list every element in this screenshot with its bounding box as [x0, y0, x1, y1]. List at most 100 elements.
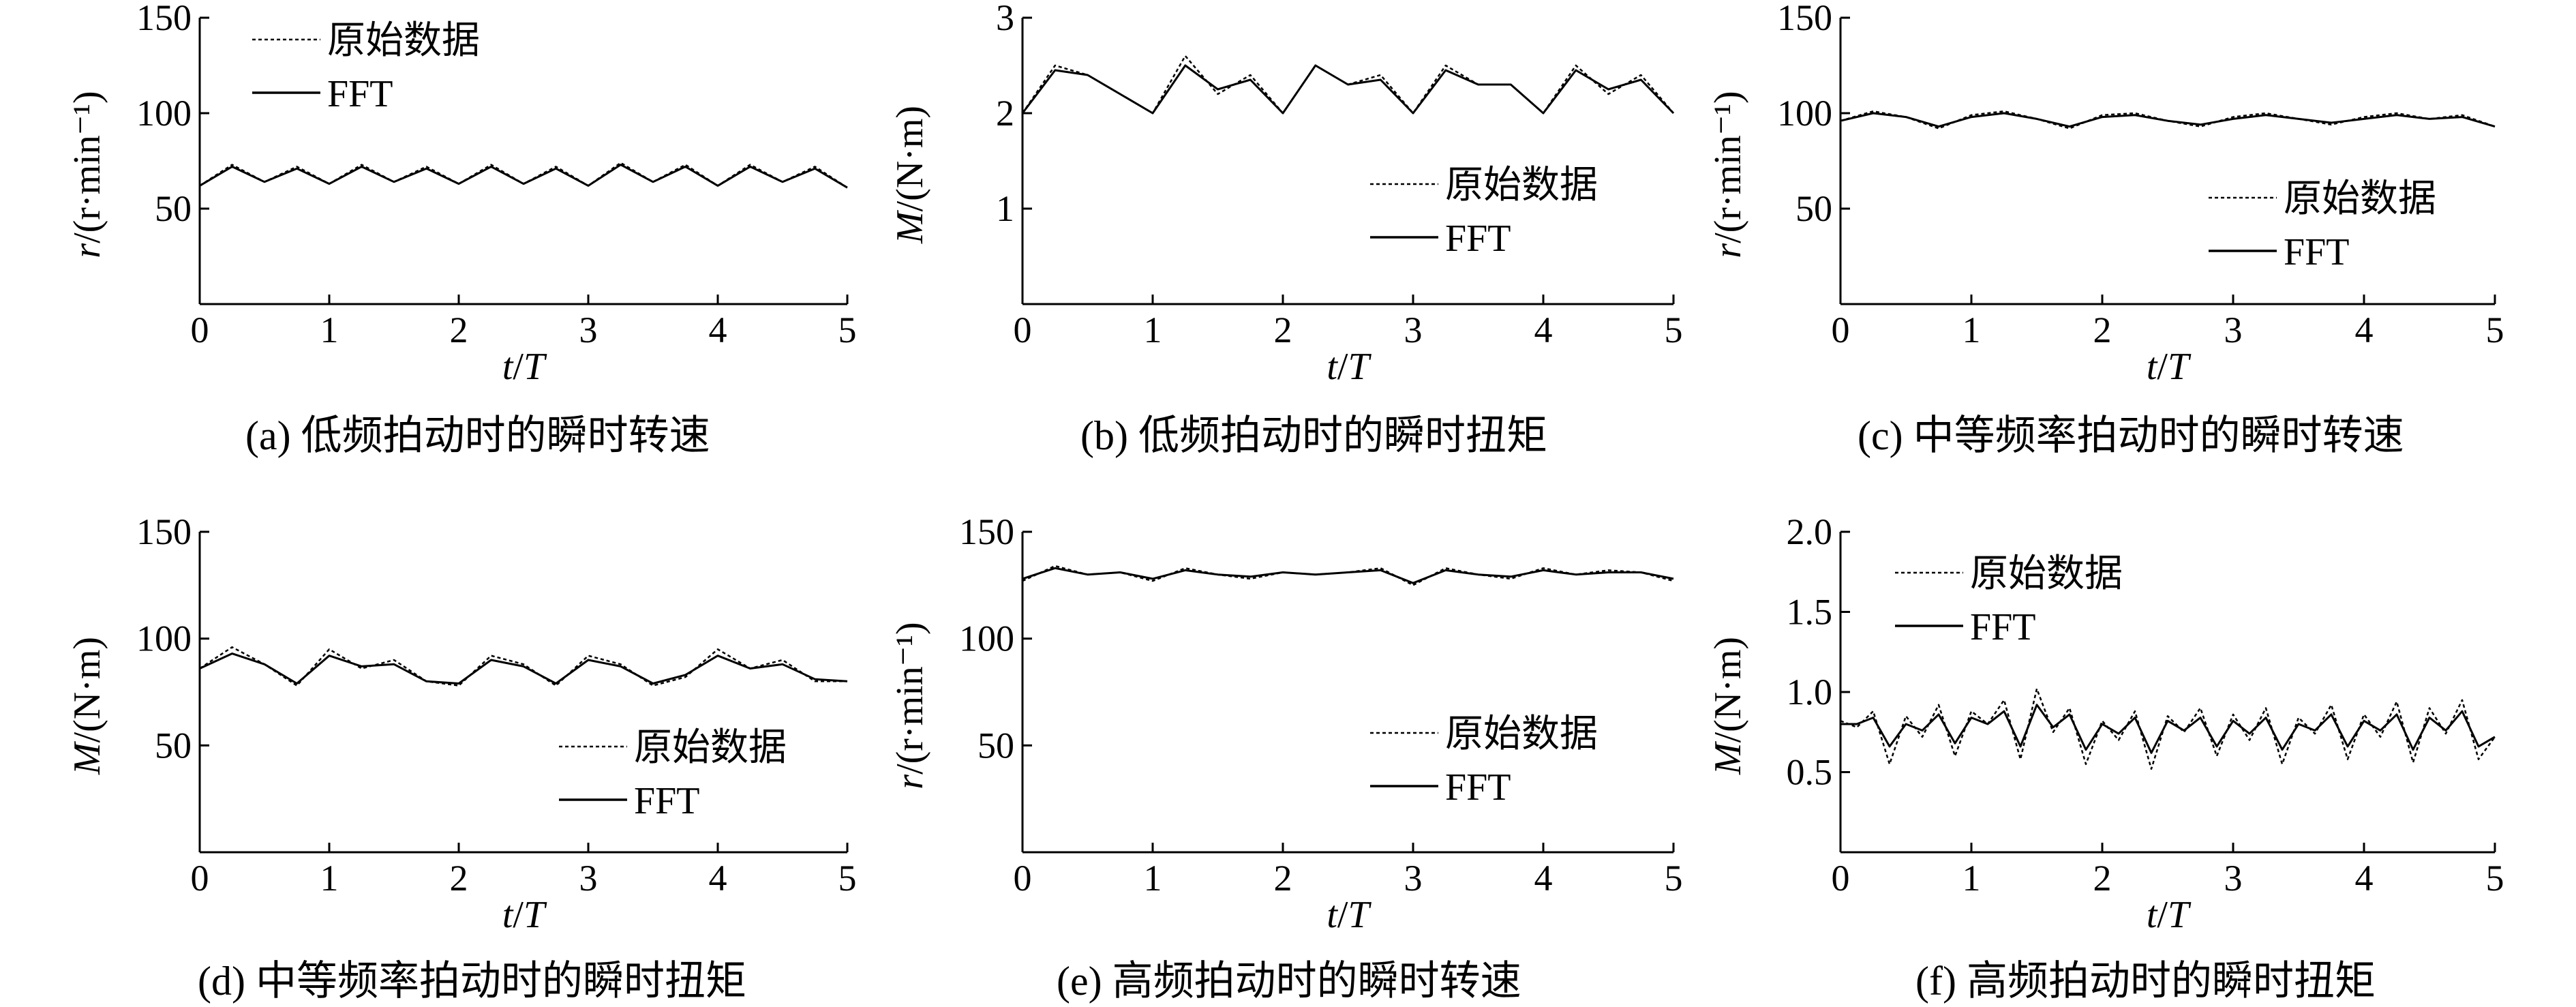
series-line-fft	[1840, 112, 2496, 128]
y-tick-label: 100	[136, 618, 192, 659]
x-tick-label: 2	[450, 310, 468, 350]
chart-f: 0 1 2 3 4 5 0.5 1.0 1.5 2.0 t/T M/(N·m) 原始数据 FFT	[1707, 511, 2504, 936]
x-tick-label: 3	[1404, 310, 1423, 350]
y-tick-label: 2	[996, 93, 1014, 134]
x-tick-label: 2	[450, 858, 468, 899]
x-tick-label: 5	[838, 310, 857, 350]
y-tick-label: 150	[136, 511, 192, 552]
chart-c: 0 1 2 3 4 5 50 100 150 t/T r/(r·min⁻¹) 原始数据 FFT	[1707, 0, 2504, 388]
y-tick-label: 50	[1795, 188, 1832, 229]
x-tick-label: 3	[2224, 310, 2243, 350]
legend-label: FFT	[1970, 606, 2036, 648]
y-tick-label: 50	[155, 725, 192, 766]
x-tick-label: 4	[1534, 858, 1553, 899]
legend-label: 原始数据	[327, 20, 480, 62]
x-tick-label: 4	[2355, 310, 2374, 350]
x-tick-label: 4	[709, 858, 727, 899]
series-line-raw-data	[1022, 565, 1674, 586]
x-tick-label: 1	[1144, 858, 1162, 899]
legend-label: FFT	[1445, 217, 1511, 260]
legend-label: 原始数据	[1970, 553, 2123, 595]
legend-label: FFT	[327, 73, 393, 115]
y-tick-label: 1.5	[1787, 592, 1833, 633]
x-tick-label: 1	[1144, 310, 1162, 350]
legend-label: FFT	[2284, 231, 2350, 273]
caption-d: (d) 中等频率拍动时的瞬时扭矩	[198, 959, 746, 1004]
x-tick-label: 0	[191, 310, 209, 350]
y-axis-label: M/(N·m)	[66, 637, 108, 775]
chart-e: 0 1 2 3 4 5 50 100 150 t/T r/(r·min⁻¹) 原始数据 FFT	[889, 511, 1683, 936]
x-tick-label: 2	[1274, 858, 1292, 899]
series-line-fft	[1840, 704, 2496, 754]
y-axis-label: M/(N·m)	[1707, 637, 1749, 775]
x-tick-label: 4	[709, 310, 727, 350]
y-tick-label: 50	[978, 725, 1014, 766]
caption-a: (a) 低频拍动时的瞬时转速	[245, 413, 710, 458]
x-tick-label: 4	[1534, 310, 1553, 350]
x-axis-label: t/T	[1327, 346, 1372, 388]
chart-d: 0 1 2 3 4 5 50 100 150 t/T M/(N·m) 原始数据 FFT	[66, 511, 857, 936]
caption-c: (c) 中等频率拍动时的瞬时转速	[1858, 413, 2404, 458]
x-axis-label: t/T	[2147, 346, 2192, 388]
caption-e: (e) 高频拍动时的瞬时转速	[1057, 959, 1521, 1004]
legend-label: 原始数据	[634, 727, 787, 769]
x-tick-label: 5	[1665, 858, 1683, 899]
x-tick-label: 0	[1014, 858, 1032, 899]
y-tick-label: 100	[959, 618, 1014, 659]
y-axis-label: M/(N·m)	[889, 106, 931, 244]
caption-f: (f) 高频拍动时的瞬时扭矩	[1915, 959, 2376, 1004]
x-axis-label: t/T	[502, 894, 547, 936]
series-line-fft	[1021, 64, 1675, 115]
x-tick-label: 5	[2486, 858, 2504, 899]
x-tick-label: 0	[1014, 310, 1032, 350]
x-tick-label: 0	[191, 858, 209, 899]
y-tick-label: 2.0	[1787, 511, 1833, 552]
y-tick-label: 100	[136, 93, 192, 134]
x-axis-label: t/T	[1327, 894, 1372, 936]
chart-b: 0 1 2 3 4 5 1 2 3 t/T M/(N·m) 原始数据 FFT	[889, 0, 1683, 388]
x-tick-label: 1	[1963, 310, 1981, 350]
y-tick-label: 150	[1777, 0, 1832, 38]
y-tick-label: 3	[996, 0, 1014, 38]
chart-a: 0 1 2 3 4 5 50 100 150 t/T r/(r·min⁻¹) 原始数据 FFT	[66, 0, 857, 388]
x-axis-label: t/T	[502, 346, 547, 388]
y-tick-label: 1.0	[1787, 672, 1833, 712]
x-tick-label: 4	[2355, 858, 2374, 899]
legend-label: FFT	[1445, 766, 1511, 809]
x-tick-label: 5	[2486, 310, 2504, 350]
y-axis-label: r/(r·min⁻¹)	[66, 91, 108, 258]
x-tick-label: 2	[2093, 310, 2112, 350]
series-line-fft	[1022, 567, 1674, 584]
series-line-raw-data	[1840, 688, 2496, 770]
x-tick-label: 3	[1404, 858, 1423, 899]
y-axis-label: r/(r·min⁻¹)	[1707, 91, 1749, 258]
y-tick-label: 50	[155, 188, 192, 229]
x-tick-label: 3	[579, 858, 598, 899]
caption-b: (b) 低频拍动时的瞬时扭矩	[1080, 413, 1547, 458]
x-axis-label: t/T	[2147, 894, 2192, 936]
y-tick-label: 150	[136, 0, 192, 38]
x-tick-label: 1	[320, 310, 339, 350]
legend-label: 原始数据	[2284, 178, 2436, 220]
y-tick-label: 150	[959, 511, 1014, 552]
series-line-fft	[199, 652, 848, 685]
x-tick-label: 0	[1832, 858, 1850, 899]
x-tick-label: 1	[320, 858, 339, 899]
x-tick-label: 3	[579, 310, 598, 350]
y-tick-label: 0.5	[1787, 752, 1833, 793]
x-tick-label: 3	[2224, 858, 2243, 899]
x-tick-label: 5	[838, 858, 857, 899]
legend-label: 原始数据	[1445, 713, 1598, 755]
y-tick-label: 1	[996, 188, 1014, 229]
legend-label: FFT	[634, 780, 700, 822]
x-tick-label: 2	[1274, 310, 1292, 350]
y-axis-label: r/(r·min⁻¹)	[889, 622, 931, 789]
x-tick-label: 0	[1832, 310, 1850, 350]
x-tick-label: 2	[2093, 858, 2112, 899]
series-line-fft	[199, 164, 848, 189]
legend-label: 原始数据	[1445, 164, 1598, 207]
x-tick-label: 1	[1963, 858, 1981, 899]
y-tick-label: 100	[1777, 93, 1832, 134]
